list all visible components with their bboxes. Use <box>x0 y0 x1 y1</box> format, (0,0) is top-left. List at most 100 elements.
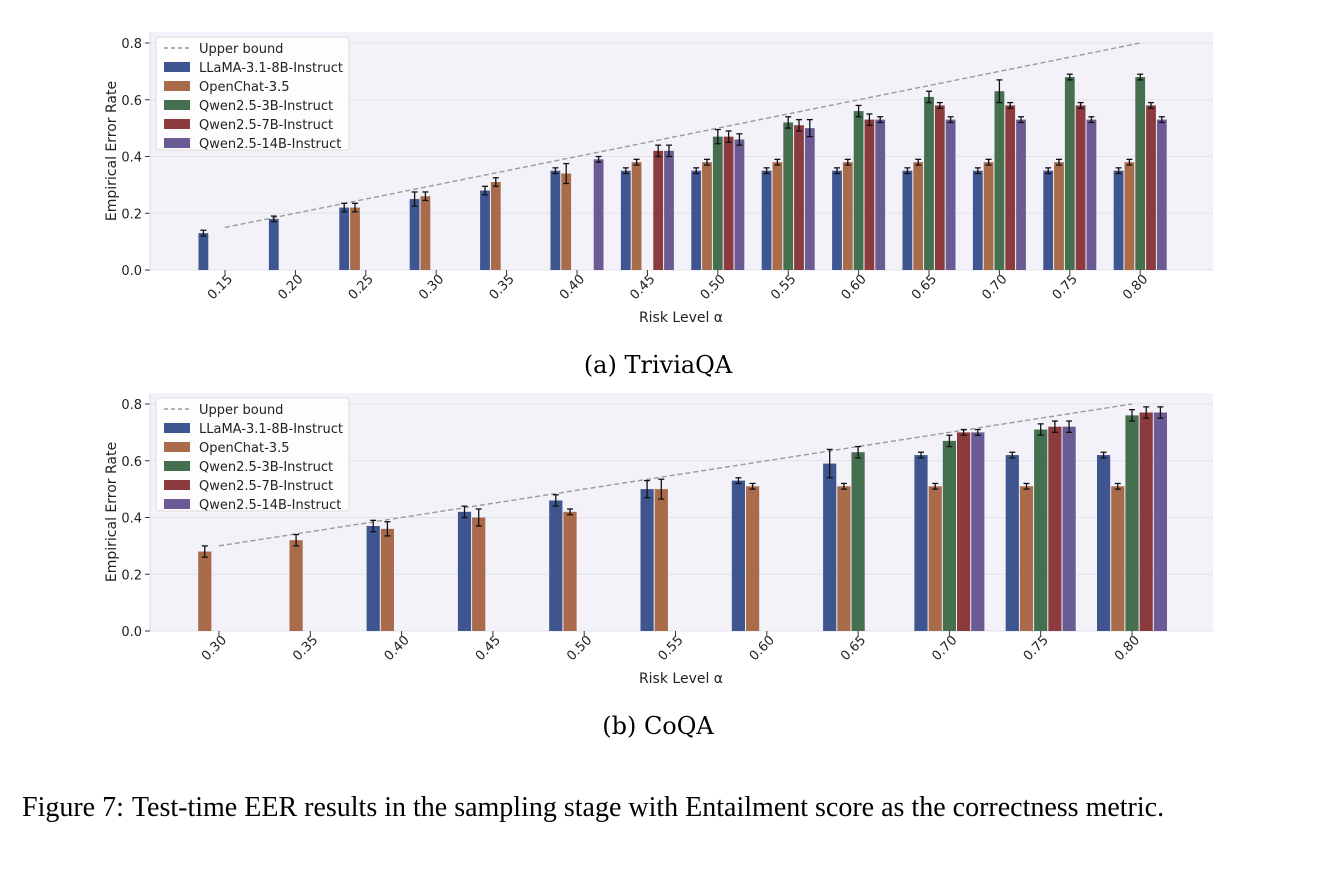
legend-label: LLaMA-3.1-8B-Instruct <box>199 422 343 437</box>
x-tick-label: 0.75 <box>1050 272 1081 303</box>
bar <box>832 170 842 270</box>
bar <box>457 511 472 631</box>
x-tick-label: 0.20 <box>275 272 306 303</box>
legend-label: Qwen2.5-3B-Instruct <box>199 460 333 475</box>
chart-triviaqa: 0.0 0.2 0.4 0.6 0.8 0.15 0.20 0.25 0.30 0.35 0.40… <box>104 32 1213 379</box>
legend-label: Upper bound <box>199 403 283 418</box>
y-tick-label: 0.8 <box>121 398 142 413</box>
bars-a <box>198 73 1167 270</box>
caption-label: Figure 7: <box>22 792 124 823</box>
legend-label: OpenChat-3.5 <box>199 441 289 456</box>
legend-a: Upper bound LLaMA-3.1-8B-Instruct OpenChat… <box>155 36 350 152</box>
bar <box>549 500 563 631</box>
bar <box>864 119 875 270</box>
bar <box>1124 162 1135 270</box>
bar <box>913 162 924 270</box>
y-axis-label-b: Empirical Error Rate <box>104 442 120 582</box>
legend-label: Qwen2.5-3B-Instruct <box>199 99 333 114</box>
x-tick-label: 0.55 <box>655 633 686 664</box>
bar <box>563 511 577 631</box>
x-tick-label: 0.70 <box>979 272 1010 303</box>
x-tick-label: 0.55 <box>768 272 799 303</box>
bar <box>957 432 971 631</box>
x-ticks-a: 0.15 0.20 0.25 0.30 0.35 0.40 0.45 0.50 0.55 0.60… <box>205 270 1151 303</box>
bar <box>1097 455 1111 631</box>
x-ticks-b: 0.30 0.35 0.40 0.45 0.50 0.55 0.60 0.65 0.70 0.75… <box>199 631 1143 664</box>
bar <box>1156 119 1167 270</box>
x-tick-label: 0.30 <box>416 272 447 303</box>
legend-b: Upper bound LLaMA-3.1-8B-Instruct OpenChat… <box>155 397 350 513</box>
bar <box>1048 426 1062 631</box>
bar <box>350 207 360 270</box>
x-tick-label: 0.60 <box>839 272 870 303</box>
bar <box>712 136 723 270</box>
bar <box>366 526 380 631</box>
bar <box>1113 170 1124 270</box>
x-tick-label: 0.35 <box>290 633 321 664</box>
legend-label: OpenChat-3.5 <box>199 80 289 95</box>
bar <box>783 122 794 270</box>
legend-label: Qwen2.5-7B-Instruct <box>199 479 333 494</box>
bar <box>761 170 772 270</box>
bar <box>1153 412 1167 631</box>
subcaption-b: (b) CoQA <box>602 712 714 740</box>
bar <box>1043 170 1054 270</box>
bar <box>1135 77 1146 270</box>
bar <box>1139 412 1153 631</box>
bar <box>664 150 674 270</box>
bar <box>1086 119 1097 270</box>
y-tick-label: 0.0 <box>121 625 142 640</box>
bar <box>772 162 783 270</box>
bar <box>631 162 642 270</box>
bar <box>620 170 631 270</box>
bar <box>1111 486 1125 631</box>
bar <box>289 540 303 631</box>
bar <box>490 182 501 270</box>
x-tick-label: 0.65 <box>909 272 940 303</box>
legend-swatch <box>164 100 190 110</box>
bar <box>842 162 853 270</box>
y-tick-label: 0.0 <box>121 264 142 279</box>
y-axis-label-a: Empirical Error Rate <box>104 81 120 221</box>
bar <box>420 196 431 270</box>
legend-label: Qwen2.5-14B-Instruct <box>199 498 341 513</box>
x-tick-label: 0.35 <box>487 272 518 303</box>
x-tick-label: 0.75 <box>1021 633 1052 664</box>
x-tick-label: 0.50 <box>564 633 595 664</box>
legend-swatch <box>164 423 190 433</box>
legend-swatch <box>164 480 190 490</box>
x-tick-label: 0.45 <box>473 633 504 664</box>
bar <box>972 170 983 270</box>
bar <box>853 111 864 270</box>
legend-swatch <box>164 62 190 72</box>
y-tick-label: 0.6 <box>121 94 142 109</box>
x-tick-label: 0.40 <box>382 633 413 664</box>
legend-label: Qwen2.5-7B-Instruct <box>199 118 333 133</box>
bar <box>804 128 815 270</box>
bar <box>723 136 734 270</box>
bar <box>983 162 994 270</box>
bar <box>971 432 985 631</box>
x-tick-label: 0.65 <box>838 633 869 664</box>
bar <box>746 486 760 631</box>
bar <box>640 489 654 631</box>
x-axis-label-b: Risk Level α <box>639 671 723 687</box>
x-tick-label: 0.80 <box>1112 633 1143 664</box>
legend-label: LLaMA-3.1-8B-Instruct <box>199 61 343 76</box>
bar <box>1034 429 1048 631</box>
figure-caption: Figure 7: Test-time EER results in the sa… <box>22 790 1295 826</box>
x-tick-label: 0.30 <box>199 633 230 664</box>
legend-label: Upper bound <box>199 42 283 57</box>
bar <box>1064 77 1075 270</box>
bar <box>851 452 865 631</box>
bar <box>561 173 572 270</box>
legend-swatch <box>164 119 190 129</box>
y-tick-label: 0.4 <box>121 512 142 527</box>
x-tick-label: 0.40 <box>557 272 588 303</box>
bar <box>550 170 561 270</box>
x-tick-label: 0.25 <box>346 272 377 303</box>
subcaption-a: (a) TriviaQA <box>584 351 733 379</box>
y-tick-label: 0.8 <box>121 37 142 52</box>
upper-bound-line <box>224 42 1141 229</box>
x-tick-label: 0.45 <box>627 272 658 303</box>
